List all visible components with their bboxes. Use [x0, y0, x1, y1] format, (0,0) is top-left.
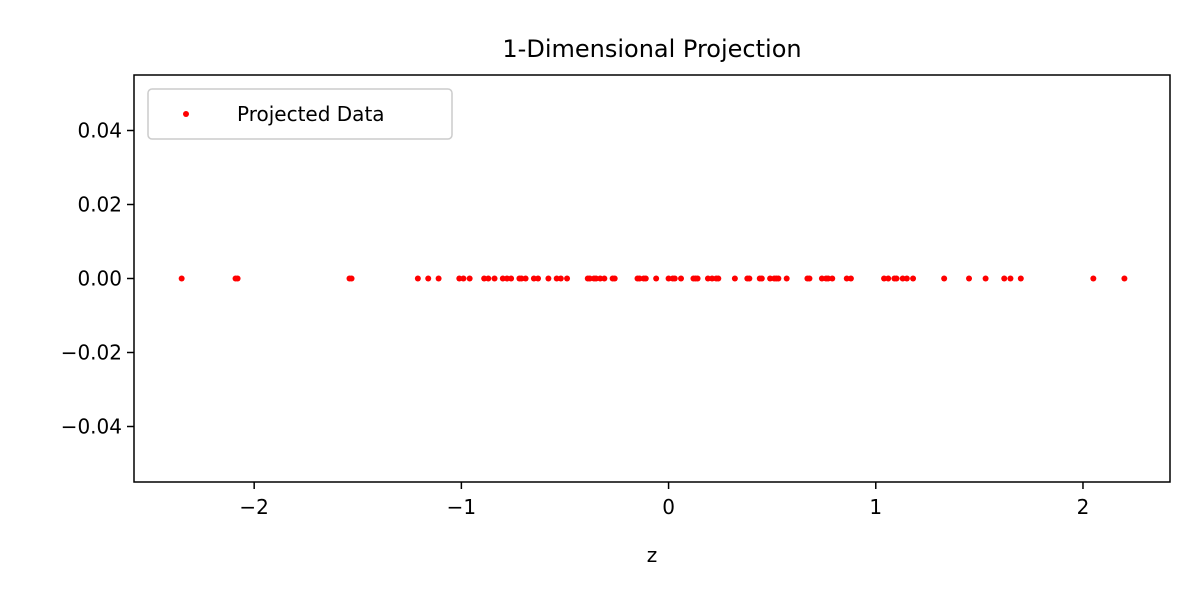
data-point [843, 275, 850, 282]
data-point [508, 275, 515, 282]
data-point [456, 275, 463, 282]
data-point [893, 275, 900, 282]
data-point [966, 275, 973, 282]
data-point [503, 275, 510, 282]
data-point [903, 275, 910, 282]
data-point [671, 275, 678, 282]
data-point [775, 275, 782, 282]
data-point [899, 275, 906, 282]
data-point [530, 275, 537, 282]
data-point [1121, 275, 1128, 282]
legend-label: Projected Data [237, 102, 385, 126]
data-point [709, 275, 716, 282]
data-point [414, 275, 421, 282]
data-point [425, 275, 432, 282]
data-point [586, 275, 593, 282]
data-point [818, 275, 825, 282]
data-point [485, 275, 492, 282]
x-axis-label: z [647, 543, 658, 567]
data-point [678, 275, 685, 282]
data-point [611, 275, 618, 282]
data-point [1001, 275, 1008, 282]
data-point [829, 275, 836, 282]
legend: Projected Data [147, 88, 453, 140]
data-point [557, 275, 564, 282]
data-point [597, 275, 604, 282]
x-tick-label: 1 [869, 495, 882, 519]
data-point [491, 275, 498, 282]
y-axis-ticks: 0.04 0.02 0.00 −0.02 −0.04 [61, 119, 134, 439]
data-point [881, 275, 888, 282]
data-point [499, 275, 506, 282]
data-point [636, 275, 643, 282]
data-point [1017, 275, 1024, 282]
data-point [694, 275, 701, 282]
data-point [806, 275, 813, 282]
data-point [1090, 275, 1097, 282]
data-point [910, 275, 917, 282]
data-point [1007, 275, 1014, 282]
data-point [885, 275, 892, 282]
legend-marker [183, 111, 189, 117]
data-point [715, 275, 722, 282]
data-point [704, 275, 711, 282]
data-point [746, 275, 753, 282]
data-point [522, 275, 529, 282]
data-point [825, 275, 832, 282]
x-tick-label: 0 [662, 495, 675, 519]
data-point [348, 275, 355, 282]
data-point [435, 275, 442, 282]
data-point [642, 275, 649, 282]
x-axis-ticks: −2 −1 0 1 2 [239, 482, 1089, 519]
data-point [601, 275, 608, 282]
data-point [481, 275, 488, 282]
data-point [466, 275, 473, 282]
data-point [460, 275, 467, 282]
data-point [767, 275, 774, 282]
y-tick-label: −0.04 [61, 415, 122, 439]
data-point [982, 275, 989, 282]
data-point [518, 275, 525, 282]
x-tick-label: −1 [447, 495, 476, 519]
data-point [545, 275, 552, 282]
data-point [178, 275, 185, 282]
y-tick-label: 0.02 [77, 193, 122, 217]
x-tick-label: 2 [1077, 495, 1090, 519]
data-point [535, 275, 542, 282]
data-point [941, 275, 948, 282]
data-point [553, 275, 560, 282]
data-point [731, 275, 738, 282]
chart-title: 1-Dimensional Projection [502, 35, 801, 63]
data-point [593, 275, 600, 282]
data-point [653, 275, 660, 282]
y-tick-label: 0.00 [77, 267, 122, 291]
data-point [783, 275, 790, 282]
legend-box [147, 88, 453, 140]
plot-area [178, 275, 1128, 282]
data-point [234, 275, 241, 282]
y-tick-label: 0.04 [77, 119, 122, 143]
data-point [665, 275, 672, 282]
x-tick-label: −2 [239, 495, 268, 519]
y-tick-label: −0.02 [61, 341, 122, 365]
data-point [758, 275, 765, 282]
data-point [564, 275, 571, 282]
data-point [847, 275, 854, 282]
